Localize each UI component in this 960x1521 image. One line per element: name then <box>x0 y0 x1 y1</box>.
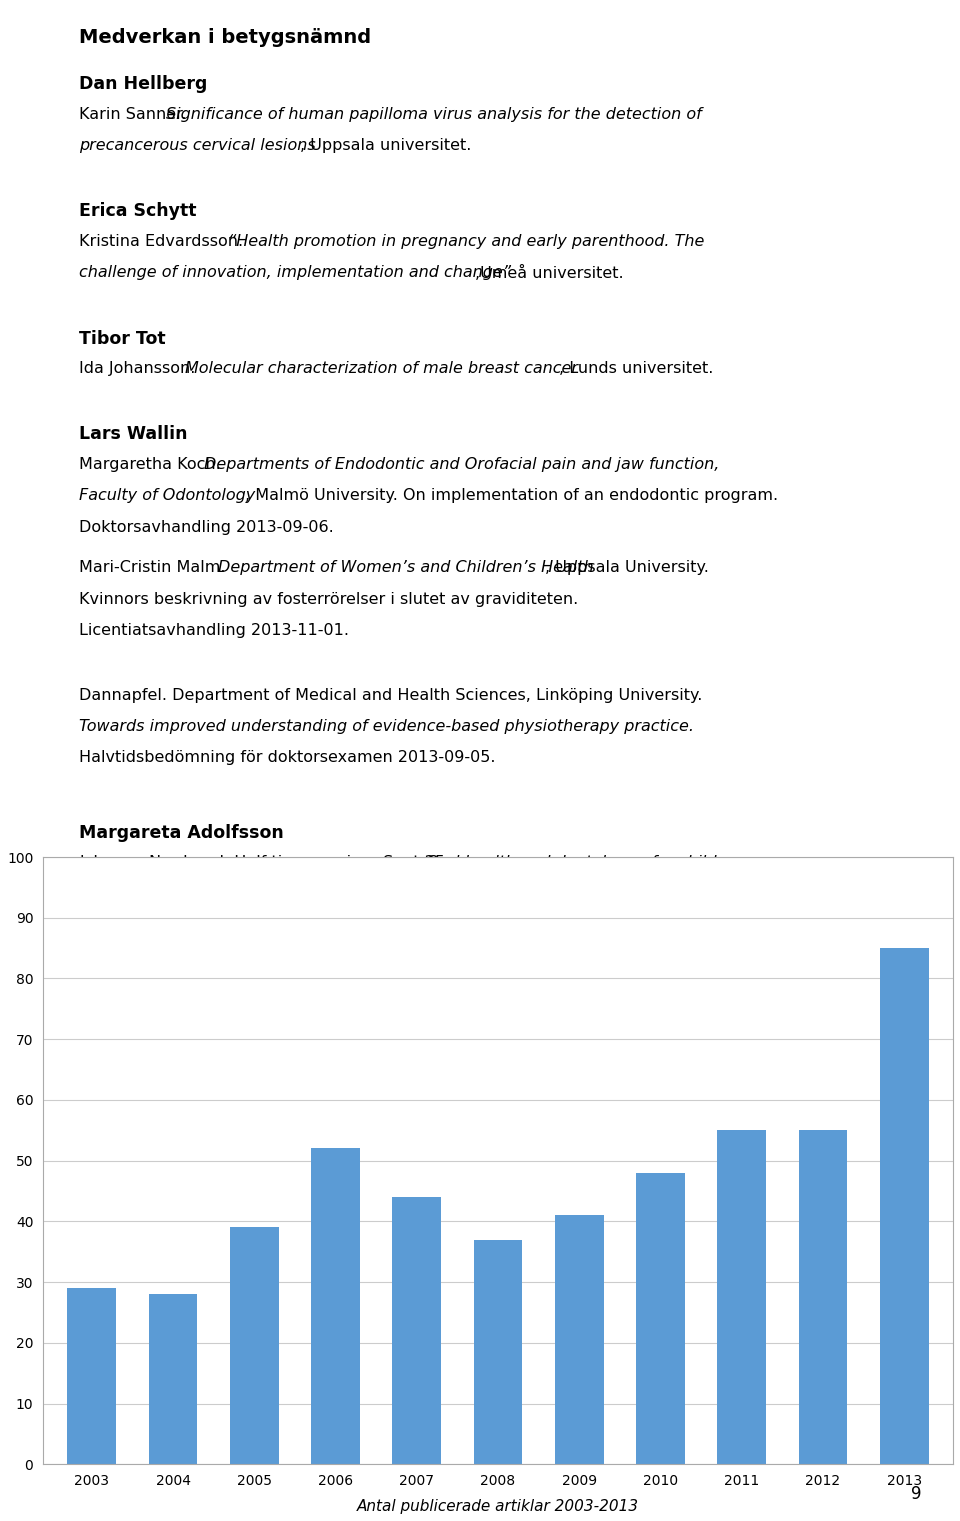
Text: challenge of innovation, implementation and change”: challenge of innovation, implementation … <box>80 265 512 280</box>
Bar <box>717 1130 766 1465</box>
Bar <box>880 948 928 1465</box>
Text: Medverkan i betygsnämnd: Medverkan i betygsnämnd <box>80 29 372 47</box>
Text: Tibor Tot: Tibor Tot <box>80 330 166 348</box>
Text: Erica Schytt: Erica Schytt <box>80 202 197 221</box>
Bar <box>67 1288 116 1465</box>
Text: Dan Hellberg: Dan Hellberg <box>80 76 207 93</box>
Text: Departments of Endodontic and Orofacial pain and jaw function,: Departments of Endodontic and Orofacial … <box>204 456 719 472</box>
Text: , Uppsala universitet.: , Uppsala universitet. <box>300 138 471 154</box>
Text: Mari-Cristin Malm.: Mari-Cristin Malm. <box>80 560 231 575</box>
Text: precancerous cervical lesions: precancerous cervical lesions <box>80 138 316 154</box>
Bar <box>311 1148 360 1465</box>
Text: Margareta Adolfsson: Margareta Adolfsson <box>80 824 284 843</box>
Text: 9: 9 <box>911 1484 922 1503</box>
Bar <box>799 1130 848 1465</box>
Text: Johanna Norderyd. Half time seminar Sept 25:: Johanna Norderyd. Half time seminar Sept… <box>80 855 456 870</box>
Text: Ida Johansson.: Ida Johansson. <box>80 360 201 376</box>
Bar <box>149 1294 198 1465</box>
Bar <box>555 1215 604 1465</box>
Text: Halvtidsbedömning för doktorsexamen 2013-09-05.: Halvtidsbedömning för doktorsexamen 2013… <box>80 750 496 765</box>
Text: Kristina Edvardsson.: Kristina Edvardsson. <box>80 234 249 249</box>
Bar <box>473 1240 522 1465</box>
Text: Lars Wallin: Lars Wallin <box>80 426 188 443</box>
Text: Doktorsavhandling 2013-09-06.: Doktorsavhandling 2013-09-06. <box>80 520 334 534</box>
Text: , Lunds universitet.: , Lunds universitet. <box>559 360 713 376</box>
Text: Kvinnors beskrivning av fosterrörelser i slutet av graviditeten.: Kvinnors beskrivning av fosterrörelser i… <box>80 592 579 607</box>
Text: Karin Sanner.: Karin Sanner. <box>80 106 192 122</box>
Bar <box>229 1227 278 1465</box>
Text: , Uppsala University.: , Uppsala University. <box>545 560 709 575</box>
Text: Dannapfel. Department of Medical and Health Sciences, Linköping University.: Dannapfel. Department of Medical and Hea… <box>80 687 708 703</box>
Text: ,Umeå universitet.: ,Umeå universitet. <box>475 265 624 281</box>
Text: Oral health and dental care for children: Oral health and dental care for children <box>426 855 743 870</box>
Bar <box>636 1173 684 1465</box>
Text: Molecular characterization of male breast cancer: Molecular characterization of male breas… <box>185 360 578 376</box>
Text: Towards improved understanding of evidence-based physiotherapy practice.: Towards improved understanding of eviden… <box>80 719 694 735</box>
Text: School of Health, Jönköping University.: School of Health, Jönköping University. <box>205 887 519 902</box>
Text: Significance of human papilloma virus analysis for the detection of: Significance of human papilloma virus an… <box>166 106 702 122</box>
Text: with disabilities.: with disabilities. <box>80 887 209 902</box>
Text: Faculty of Odontology: Faculty of Odontology <box>80 488 255 503</box>
Text: Department of Women’s and Children’s Health: Department of Women’s and Children’s Hea… <box>218 560 593 575</box>
Text: , Malmö University. On implementation of an endodontic program.: , Malmö University. On implementation of… <box>245 488 779 503</box>
Bar <box>393 1197 442 1465</box>
Text: “Health promotion in pregnancy and early parenthood. The: “Health promotion in pregnancy and early… <box>228 234 704 249</box>
Text: Margaretha Koch.: Margaretha Koch. <box>80 456 227 472</box>
Text: Licentiatsavhandling 2013-11-01.: Licentiatsavhandling 2013-11-01. <box>80 624 349 639</box>
X-axis label: Antal publicerade artiklar 2003-2013: Antal publicerade artiklar 2003-2013 <box>357 1500 639 1513</box>
